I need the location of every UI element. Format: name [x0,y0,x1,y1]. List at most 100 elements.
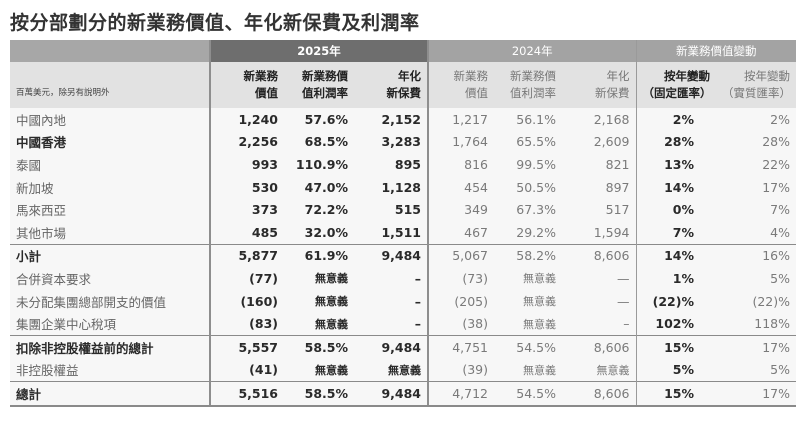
cell-ape-2025: – [354,312,428,336]
cell-change-cer: 1% [635,267,716,290]
row-label: 小計 [10,243,210,268]
cell-nbv-2024: 1,217 [427,108,494,131]
table-row-total: 總計 5,516 58.5% 9,484 4,712 54.5% 8,606 1… [10,381,796,407]
cell-ape-2025: 9,484 [354,334,428,359]
cell-nbv-2025: 5,516 [209,381,284,407]
row-label: 新加坡 [10,175,210,199]
unit-note: 百萬美元，除另有說明外 [10,62,210,108]
cell-margin-2025: 無意義 [284,267,354,290]
cell-margin-2024: 99.5% [494,153,562,176]
cell-ape-2024: 517 [562,198,636,221]
cell-margin-2025: 32.0% [284,220,354,245]
cell-nbv-2024: (39) [427,358,494,382]
cell-margin-2024: 54.5% [494,334,562,359]
cell-nbv-2025: 993 [209,153,284,176]
cell-nbv-2025: (160) [209,289,284,313]
table-row: 未分配集團總部開支的價值 (160) 無意義 – (205) 無意義 — (22… [10,289,796,313]
cell-change-ar: 118% [716,312,796,336]
row-label: 中國香港 [10,130,210,154]
table-row-subtotal: 小計 5,877 61.9% 9,484 5,067 58.2% 8,606 1… [10,243,796,268]
group-header-nbv-change: 新業務價值變動 [635,40,796,62]
cell-ape-2025: 3,283 [354,130,428,154]
cell-nbv-2024: 454 [427,175,494,199]
cell-ape-2025: 895 [354,153,428,176]
col-header-change-cer: 按年變動 （固定匯率） [635,62,716,108]
row-label: 未分配集團總部開支的價值 [10,289,210,313]
cell-ape-2025: 無意義 [354,358,428,382]
cell-nbv-2025: 530 [209,175,284,199]
cell-margin-2025: 72.2% [284,198,354,221]
cell-margin-2024: 無意義 [494,312,562,336]
cell-change-ar: (22)% [716,289,796,313]
col-header-ape-2025: 年化 新保費 [354,62,428,108]
cell-change-cer: 15% [635,381,716,407]
cell-change-cer: 14% [635,175,716,199]
cell-margin-2025: 無意義 [284,289,354,313]
cell-nbv-2025: 5,557 [209,334,284,359]
cell-nbv-2025: 485 [209,220,284,245]
cell-change-ar: 28% [716,130,796,154]
cell-ape-2024: — [562,289,636,313]
cell-nbv-2024: 467 [427,220,494,245]
cell-change-ar: 17% [716,334,796,359]
cell-change-cer: 15% [635,334,716,359]
cell-nbv-2025: (41) [209,358,284,382]
page-title: 按分部劃分的新業務價值、年化新保費及利潤率 [10,12,420,34]
col-header-nbv-2025: 新業務 價值 [209,62,284,108]
cell-ape-2024: 8,606 [562,334,636,359]
row-label: 扣除非控股權益前的總計 [10,334,210,359]
cell-ape-2024: 2,168 [562,108,636,131]
cell-nbv-2024: 816 [427,153,494,176]
cell-margin-2025: 61.9% [284,243,354,268]
cell-ape-2025: 1,128 [354,175,428,199]
cell-ape-2025: – [354,267,428,290]
group-header-2025: 2025年 [209,40,428,62]
cell-ape-2024: 1,594 [562,220,636,245]
row-label: 集團企業中心稅項 [10,312,210,336]
cell-nbv-2025: 1,240 [209,108,284,131]
cell-ape-2025: 9,484 [354,381,428,407]
cell-ape-2025: 9,484 [354,243,428,268]
cell-change-ar: 16% [716,243,796,268]
cell-margin-2024: 56.1% [494,108,562,131]
cell-nbv-2024: 5,067 [427,243,494,268]
col-header-ape-2024: 年化 新保費 [562,62,636,108]
row-label: 泰國 [10,153,210,176]
col-header-nbv-2024: 新業務 價值 [427,62,494,108]
cell-ape-2025: 1,511 [354,220,428,245]
cell-margin-2025: 68.5% [284,130,354,154]
cell-nbv-2025: 373 [209,198,284,221]
row-label: 中國內地 [10,108,210,131]
cell-change-cer: 7% [635,220,716,245]
cell-change-ar: 5% [716,358,796,382]
table-row: 合併資本要求 (77) 無意義 – (73) 無意義 — 1% 5% [10,267,796,290]
cell-change-cer: 102% [635,312,716,336]
cell-ape-2025: 2,152 [354,108,428,131]
table-row: 新加坡 530 47.0% 1,128 454 50.5% 897 14% 17… [10,175,796,199]
cell-ape-2024: 8,606 [562,381,636,407]
cell-nbv-2024: (205) [427,289,494,313]
cell-ape-2025: – [354,289,428,313]
cell-ape-2024: 2,609 [562,130,636,154]
cell-margin-2024: 無意義 [494,267,562,290]
cell-nbv-2024: 1,764 [427,130,494,154]
cell-margin-2024: 58.2% [494,243,562,268]
table-row: 中國內地 1,240 57.6% 2,152 1,217 56.1% 2,168… [10,108,796,131]
cell-change-ar: 17% [716,175,796,199]
cell-ape-2024: 897 [562,175,636,199]
row-label: 馬來西亞 [10,198,210,221]
row-label: 合併資本要求 [10,267,210,290]
cell-change-cer: 5% [635,358,716,382]
cell-change-ar: 22% [716,153,796,176]
cell-ape-2024: — [562,267,636,290]
cell-margin-2025: 無意義 [284,312,354,336]
cell-nbv-2025: (77) [209,267,284,290]
table-row: 泰國 993 110.9% 895 816 99.5% 821 13% 22% [10,153,796,176]
table-row: 非控股權益 (41) 無意義 無意義 (39) 無意義 無意義 5% 5% [10,358,796,382]
group-header-2024: 2024年 [427,40,636,62]
table-row: 集團企業中心稅項 (83) 無意義 – (38) 無意義 – 102% 118% [10,312,796,336]
cell-margin-2024: 無意義 [494,358,562,382]
cell-nbv-2024: 4,712 [427,381,494,407]
cell-ape-2024: 8,606 [562,243,636,268]
cell-margin-2024: 29.2% [494,220,562,245]
